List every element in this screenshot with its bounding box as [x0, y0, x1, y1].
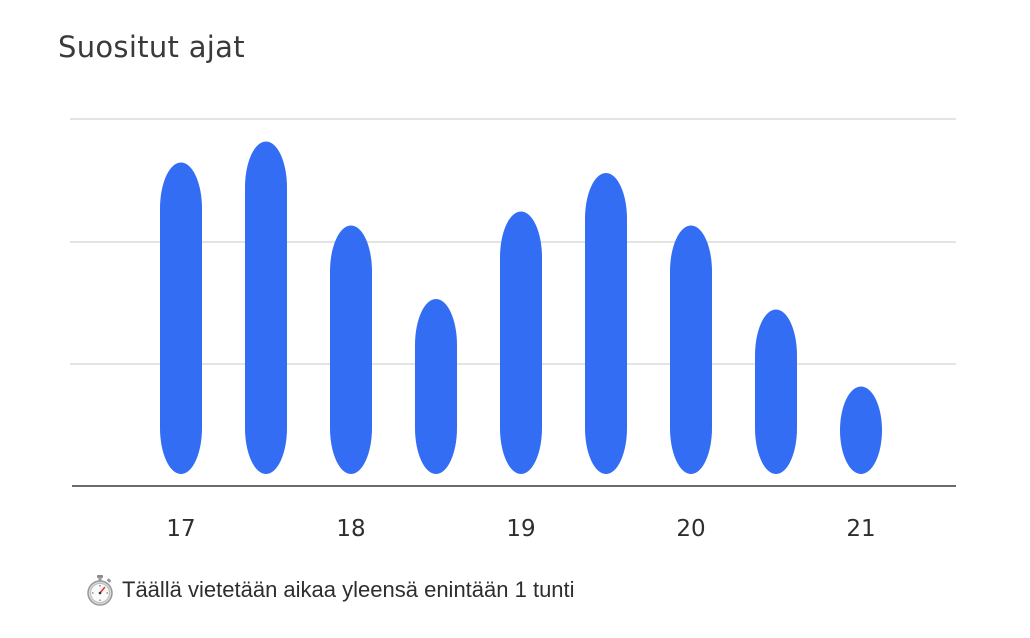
chart-title: Suositut ajat: [58, 30, 245, 64]
bar-20[interactable]: [670, 225, 712, 475]
bars: [160, 141, 882, 475]
x-tick-label: 17: [166, 516, 195, 542]
x-tick-labels: 17 18 19 20 21: [166, 516, 875, 542]
bar-21[interactable]: [840, 386, 882, 475]
duration-note-text: Täällä vietetään aikaa yleensä enintään …: [122, 577, 575, 602]
bar-20-30[interactable]: [755, 309, 797, 475]
duration-note: Täällä vietetään aikaa yleensä enintään …: [86, 574, 575, 606]
bar-17-30[interactable]: [245, 141, 287, 475]
x-tick-label: 18: [336, 516, 365, 542]
bar-19-30[interactable]: [585, 173, 627, 474]
x-tick-label: 21: [846, 516, 875, 542]
x-tick-label: 20: [676, 516, 705, 542]
x-tick-label: 19: [506, 516, 535, 542]
bar-19[interactable]: [500, 211, 542, 475]
bar-18-30[interactable]: [415, 299, 457, 474]
bar-17[interactable]: [160, 162, 202, 475]
bar-18[interactable]: [330, 225, 372, 475]
stopwatch-icon: [87, 575, 113, 606]
